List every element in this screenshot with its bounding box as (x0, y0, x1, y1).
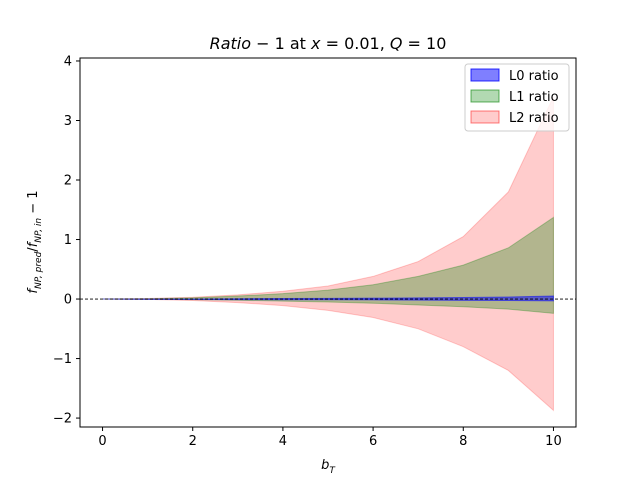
plot-frame (79, 57, 577, 428)
chart-title: Ratio − 1 at x = 0.01, Q = 10 (210, 34, 447, 53)
y-axis-ticks: −2 −1 0 1 2 3 4 (53, 54, 80, 427)
legend-swatch-l2 (470, 110, 500, 124)
x-tick-label: 8 (459, 434, 467, 449)
legend-label-l2: L2 ratio (509, 111, 559, 126)
band-l1-ratio (102, 216, 554, 314)
legend: L0 ratio L1 ratio L2 ratio (464, 63, 570, 132)
x-tick-label: 2 (189, 434, 197, 449)
y-tick-label: 1 (64, 233, 72, 248)
x-tick-label: 10 (545, 434, 562, 449)
y-tick-label: −2 (53, 412, 72, 427)
y-tick-label: −1 (53, 352, 72, 367)
x-tick-label: 4 (279, 434, 287, 449)
band-l2-ratio (102, 96, 554, 412)
bands-layer (102, 96, 554, 412)
y-tick-label: 3 (64, 114, 72, 129)
x-axis-ticks: 0 2 4 6 8 10 (98, 427, 562, 449)
legend-swatch-l1 (470, 89, 500, 103)
y-axis-label: fNP, pred/fNP, in − 1 (26, 190, 44, 293)
legend-label-l1: L1 ratio (509, 90, 559, 105)
y-tick-label: 0 (64, 293, 72, 308)
x-axis-label: bT (321, 458, 336, 476)
x-tick-label: 0 (98, 434, 106, 449)
y-tick-label: 2 (64, 174, 72, 189)
legend-swatch-l0 (470, 68, 500, 82)
x-tick-label: 6 (369, 434, 377, 449)
band-l0-ratio (102, 295, 554, 302)
legend-label-l0: L0 ratio (509, 69, 559, 84)
y-tick-label: 4 (64, 54, 72, 69)
